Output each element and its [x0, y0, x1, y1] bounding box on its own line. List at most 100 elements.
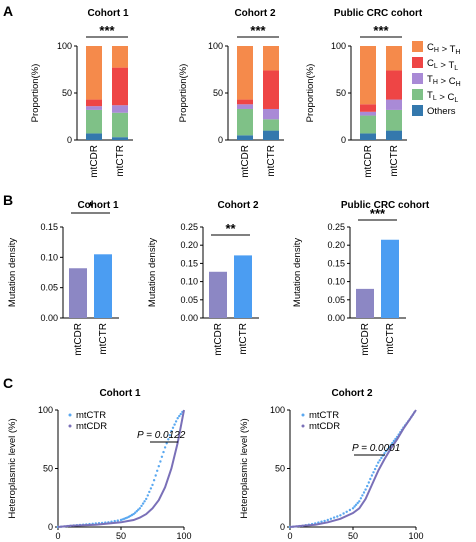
bar-segment-mtcdr-tl-cl — [360, 115, 376, 134]
legend-subscript: L — [454, 97, 458, 104]
x-category-label-mtcdr: mtCDR — [213, 323, 224, 356]
chart-title: Cohort 2 — [217, 200, 259, 211]
bar-segment-mtctr-others — [386, 130, 402, 140]
legend-text: T — [427, 90, 433, 101]
chart-title: Cohort 2 — [234, 8, 276, 19]
series-point-mtctr — [342, 512, 345, 515]
series-point-mtctr — [370, 474, 374, 477]
significance-stars: * — [88, 199, 94, 214]
series-point-mtctr — [157, 465, 160, 468]
y-tick-label: 0.00 — [327, 313, 345, 323]
series-point-mtctr — [137, 508, 140, 511]
bar-mtctr — [381, 239, 399, 318]
significance-stars: *** — [373, 23, 389, 38]
chart-title: Cohort 1 — [99, 388, 141, 399]
legend-subscript: L — [454, 65, 458, 72]
chart-title: Cohort 2 — [331, 388, 373, 399]
series-point-mtctr — [332, 516, 336, 519]
bar-segment-mtctr-cl-tl — [112, 67, 128, 106]
legend-text: C — [427, 42, 434, 53]
series-point-mtctr — [367, 481, 370, 484]
bar-mtctr — [234, 255, 252, 318]
legend-subscript: H — [434, 47, 439, 54]
series-point-mtctr — [373, 467, 377, 471]
series-line-mtcdr — [289, 409, 417, 528]
legend-swatch — [412, 41, 423, 52]
series-point-mtctr — [372, 471, 375, 474]
legend-subscript: L — [433, 95, 437, 102]
series-point-mtctr — [375, 464, 378, 468]
series-point-mtctr — [345, 510, 348, 513]
y-axis-label: Heteroplasmic level (%) — [239, 418, 250, 518]
y-tick-label: 50 — [213, 88, 223, 98]
series-point-mtctr — [362, 491, 366, 494]
bar-segment-mtcdr-ch-th — [86, 46, 102, 100]
y-tick-label: 100 — [208, 41, 223, 51]
legend-label-mtctr: mtCTR — [76, 410, 106, 421]
y-tick-label: 0.05 — [40, 283, 58, 293]
legend-label: CH > TH — [427, 42, 460, 56]
series-point-mtctr — [353, 505, 356, 508]
legend-marker-mtcdr — [301, 424, 305, 428]
legend-marker-mtctr — [68, 413, 72, 417]
series-point-mtctr — [159, 460, 162, 463]
series-point-mtctr — [167, 438, 170, 441]
legend-text: T — [450, 44, 456, 55]
legend-text: > — [438, 60, 449, 71]
series-point-mtctr — [173, 423, 176, 426]
series-point-mtctr — [354, 503, 358, 506]
chart-title: Public CRC cohort — [334, 8, 423, 19]
series-point-mtctr — [348, 508, 352, 512]
series-point-mtctr — [383, 452, 386, 455]
bar-segment-mtctr-ch-th — [263, 46, 279, 71]
y-tick-label: 100 — [331, 41, 346, 51]
legend-swatch — [412, 73, 423, 84]
x-category-label-mtctr: mtCTR — [238, 323, 249, 355]
bar-segment-mtcdr-cl-tl — [86, 99, 102, 107]
series-point-mtctr — [320, 520, 323, 523]
series-point-mtctr — [326, 518, 329, 522]
x-category-label-mtctr: mtCTR — [385, 323, 396, 355]
bar-mtctr — [94, 254, 112, 318]
y-axis-label: Proportion(%) — [178, 64, 189, 123]
series-point-mtctr — [366, 484, 369, 488]
stacked-bar-chart-public-crc: Public CRC cohort 0 50 100 Proportion(%) mtCD… — [305, 8, 423, 178]
y-tick-label: 0.20 — [327, 240, 345, 250]
chart-title: Cohort 1 — [87, 8, 129, 19]
x-category-label-mtcdr: mtCDR — [240, 145, 251, 178]
y-tick-label: 0.10 — [327, 277, 345, 287]
bar-segment-mtctr-others — [263, 130, 279, 140]
bar-segment-mtcdr-ch-th — [237, 46, 253, 100]
series-point-mtctr — [160, 455, 164, 458]
density-bar-chart-cohort1: Cohort 1 0.00 0.05 0.10 0.15 Mutation density… — [7, 199, 119, 356]
legend-text: C — [448, 92, 455, 103]
series-point-mtctr — [154, 474, 157, 477]
cumulative-chart-cohort2: Cohort 2 0 50 100 0 50 100 Heteroplasmic level … — [239, 388, 424, 541]
legend-text: C — [427, 58, 434, 69]
series-point-mtctr — [361, 494, 364, 497]
bar-mtcdr — [69, 268, 87, 318]
series-point-mtctr — [384, 450, 388, 453]
series-point-mtctr — [358, 500, 361, 503]
series-point-mtctr — [178, 414, 181, 418]
bar-segment-mtcdr-th-ch — [360, 111, 376, 116]
series-point-mtctr — [156, 469, 159, 472]
series-point-mtctr — [148, 490, 151, 494]
pvalue-label: P = 0.0122 — [137, 430, 186, 441]
series-point-mtctr — [351, 507, 355, 510]
x-category-label-mtctr: mtCTR — [98, 323, 109, 355]
bar-segment-mtctr-ch-th — [112, 46, 128, 68]
y-axis-label: Proportion(%) — [305, 64, 316, 123]
series-point-mtctr — [116, 519, 120, 522]
significance-stars: *** — [250, 23, 266, 38]
y-tick-label: 100 — [57, 41, 72, 51]
y-tick-label: 0.00 — [180, 313, 198, 323]
legend-label-mtcdr: mtCDR — [309, 421, 340, 432]
x-tick-label: 100 — [176, 531, 191, 541]
bar-segment-mtcdr-others — [237, 135, 253, 140]
bar-segment-mtctr-tl-cl — [263, 119, 279, 131]
chart-title: Public CRC cohort — [341, 200, 430, 211]
series-point-mtctr — [329, 517, 333, 520]
